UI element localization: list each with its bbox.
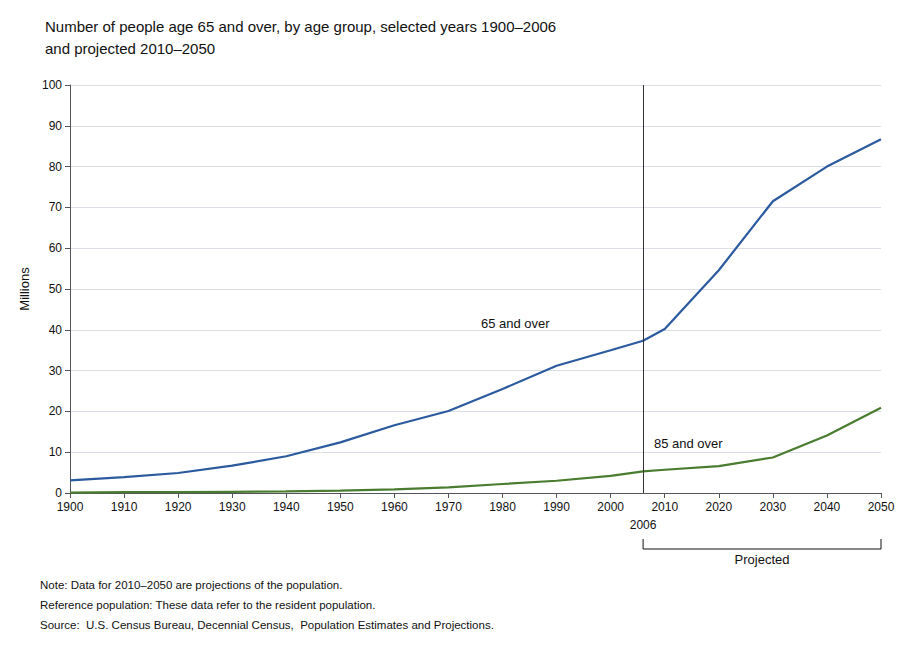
svg-text:2050: 2050 xyxy=(868,500,895,514)
svg-text:Millions: Millions xyxy=(17,267,32,311)
svg-text:1930: 1930 xyxy=(219,500,246,514)
svg-text:2000: 2000 xyxy=(597,500,624,514)
svg-text:2010: 2010 xyxy=(651,500,678,514)
svg-text:Number of people age 65 and ov: Number of people age 65 and over, by age… xyxy=(45,18,556,35)
svg-text:1910: 1910 xyxy=(111,500,138,514)
svg-text:80: 80 xyxy=(49,160,63,174)
svg-text:1990: 1990 xyxy=(543,500,570,514)
svg-text:20: 20 xyxy=(49,404,63,418)
svg-text:50: 50 xyxy=(49,282,63,296)
svg-text:1920: 1920 xyxy=(165,500,192,514)
svg-text:and projected 2010–2050: and projected 2010–2050 xyxy=(45,40,215,57)
svg-text:100: 100 xyxy=(42,78,62,92)
svg-text:2020: 2020 xyxy=(705,500,732,514)
svg-text:65 and over: 65 and over xyxy=(481,316,550,331)
svg-text:Source: U.S. Census Bureau, D: Source: U.S. Census Bureau, Decennial Ce… xyxy=(40,619,494,631)
svg-text:30: 30 xyxy=(49,364,63,378)
svg-text:1980: 1980 xyxy=(489,500,516,514)
svg-text:10: 10 xyxy=(49,445,63,459)
svg-text:1940: 1940 xyxy=(273,500,300,514)
svg-text:Reference population: These da: Reference population: These data refer t… xyxy=(40,599,375,611)
svg-text:1970: 1970 xyxy=(435,500,462,514)
svg-text:1900: 1900 xyxy=(57,500,84,514)
svg-text:70: 70 xyxy=(49,200,63,214)
svg-text:2006: 2006 xyxy=(630,518,657,532)
svg-text:60: 60 xyxy=(49,241,63,255)
svg-text:Note: Data for 2010–2050 are p: Note: Data for 2010–2050 are projections… xyxy=(40,579,342,591)
svg-text:40: 40 xyxy=(49,323,63,337)
svg-text:90: 90 xyxy=(49,119,63,133)
svg-text:2030: 2030 xyxy=(760,500,787,514)
svg-text:1960: 1960 xyxy=(381,500,408,514)
svg-text:1950: 1950 xyxy=(327,500,354,514)
svg-text:0: 0 xyxy=(55,486,62,500)
svg-text:85 and over: 85 and over xyxy=(654,436,723,451)
svg-text:Projected: Projected xyxy=(735,552,790,567)
svg-text:2040: 2040 xyxy=(814,500,841,514)
